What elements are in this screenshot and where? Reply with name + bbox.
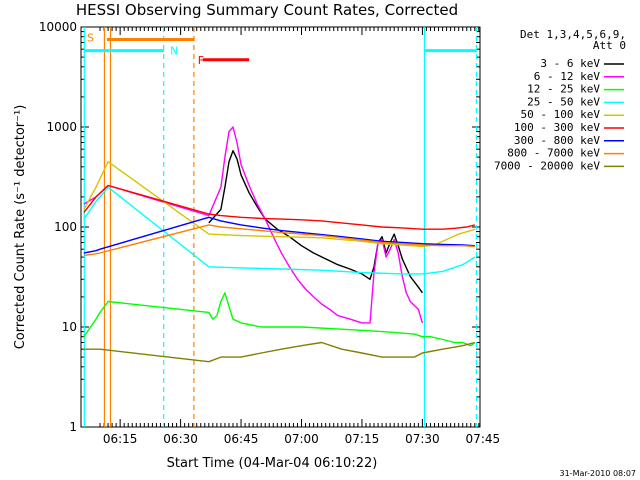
x-tick-label: 06:45 — [224, 432, 259, 446]
plot-frame — [80, 26, 481, 428]
legend-entry-label: 7000 - 20000 keV — [494, 159, 600, 172]
flag-label-S: S — [87, 31, 94, 44]
chart-title: HESSI Observing Summary Count Rates, Cor… — [76, 1, 458, 19]
legend-entry-label: 25 - 50 keV — [527, 95, 600, 108]
flag-label-N: N — [170, 45, 178, 58]
timestamp-stamp: 31-Mar-2010 08:07 — [560, 469, 637, 478]
x-tick-label: 07:30 — [405, 432, 440, 446]
y-tick-label: 10 — [62, 320, 77, 334]
series-line-7 — [83, 216, 475, 254]
legend-header: Att 0 — [593, 39, 626, 52]
x-tick-label: 07:15 — [345, 432, 380, 446]
series-line-8 — [83, 224, 475, 257]
x-tick-label: 06:30 — [163, 432, 198, 446]
series-line-3 — [83, 292, 476, 347]
series-line-1 — [208, 150, 423, 294]
flag-label-F: F — [198, 54, 204, 67]
y-tick-label: 100 — [54, 220, 77, 234]
plot-area: 1 10 100 1000 10000 06:15 06:30 06:45 07:00 07:15… — [39, 20, 500, 446]
legend-entry-label: 300 - 800 keV — [514, 134, 600, 147]
x-tick-label: 07:45 — [466, 432, 501, 446]
x-axis-label: Start Time (04-Mar-04 06:10:22) — [167, 456, 378, 471]
legend-entry-label: 800 - 7000 keV — [507, 147, 600, 160]
legend-entry-label: 50 - 100 keV — [521, 108, 601, 121]
y-tick-label: 10000 — [39, 20, 77, 34]
series-line-4 — [83, 186, 476, 275]
y-tick-label: 1000 — [46, 120, 77, 134]
x-tick-label: 07:00 — [284, 432, 319, 446]
legend-entry-label: 100 - 300 keV — [514, 121, 600, 134]
series-line-5 — [83, 161, 476, 248]
series-line-6 — [83, 184, 475, 230]
y-tick-label: 1 — [69, 420, 77, 434]
x-tick-label: 06:15 — [103, 432, 138, 446]
legend-header: Det 1,3,4,5,6,9, — [520, 28, 626, 41]
series-line-2 — [83, 126, 424, 324]
legend-entry-label: 6 - 12 keV — [534, 70, 601, 83]
legend-entry-label: 3 - 6 keV — [540, 57, 600, 70]
y-axis-label: Corrected Count Rate (s⁻¹ detector⁻¹) — [13, 105, 28, 350]
series-line-9 — [83, 341, 475, 363]
legend-entry-label: 12 - 25 keV — [527, 83, 600, 96]
